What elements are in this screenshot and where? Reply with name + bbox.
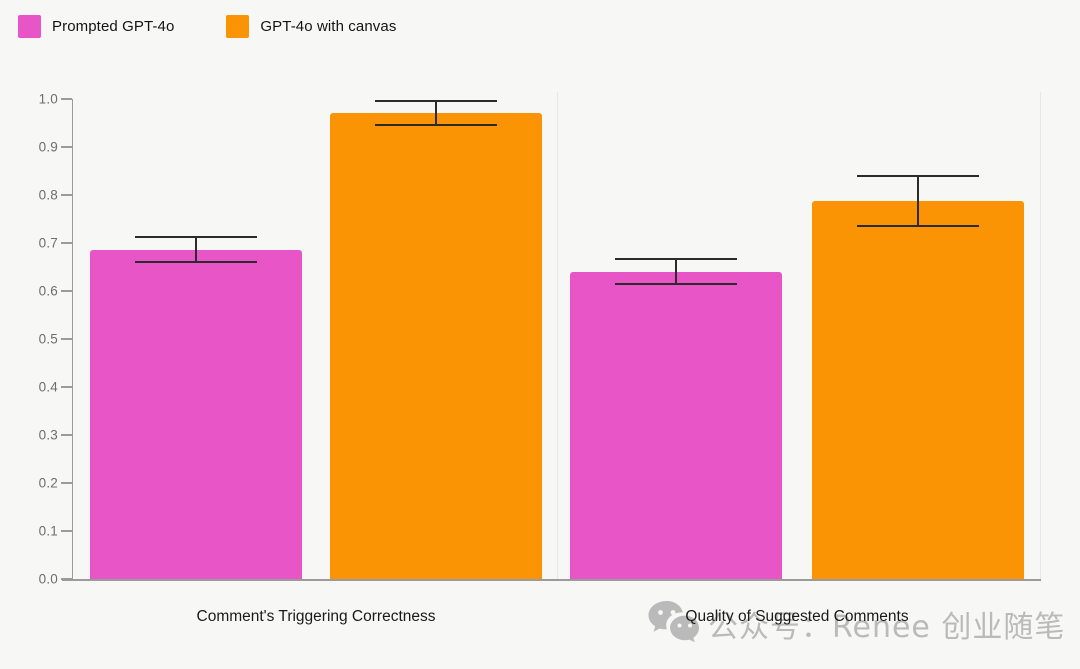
error-bar-cap-top [857, 174, 979, 177]
chart-legend: Prompted GPT-4o GPT-4o with canvas [18, 15, 396, 38]
error-bar-line [675, 258, 677, 284]
y-tick-label: 0.1 [38, 523, 58, 539]
y-tick [60, 386, 72, 388]
x-axis-line [62, 579, 1041, 581]
error-bar-cap-top [615, 257, 737, 260]
y-tick [60, 290, 72, 292]
y-tick-label: 0.7 [38, 235, 58, 251]
error-bar-cap-top [135, 235, 257, 238]
watermark-text: 公众号：Renee 创业随笔 [708, 610, 1066, 645]
y-tick-label: 0.3 [38, 427, 58, 443]
y-tick-label: 0.5 [38, 331, 58, 347]
y-tick [60, 482, 72, 484]
bar-prompted-gpt4o [570, 271, 782, 579]
category-label: Comment's Triggering Correctness [196, 608, 436, 625]
legend-swatch-magenta [18, 15, 41, 38]
y-tick [60, 146, 72, 148]
error-bar-line [435, 101, 437, 126]
y-tick-label: 0.9 [38, 139, 58, 155]
error-bar-line [195, 236, 197, 263]
y-tick [60, 434, 72, 436]
legend-label-gpt4o-with-canvas: GPT-4o with canvas [260, 18, 397, 35]
bar-gpt4o-with-canvas [330, 113, 542, 579]
legend-item-prompted-gpt4o: Prompted GPT-4o [18, 15, 174, 38]
error-bar-cap-bottom [135, 261, 257, 264]
watermark: 公众号：Renee 创业随笔 [646, 598, 1065, 648]
error-bar-cap-bottom [375, 124, 497, 127]
bar-gpt4o-with-canvas [812, 201, 1024, 579]
error-bar-line [917, 175, 919, 227]
y-tick-label: 0.0 [38, 571, 58, 587]
error-bar-cap-top [375, 100, 497, 103]
y-axis-line [71, 99, 73, 579]
legend-item-gpt4o-with-canvas: GPT-4o with canvas [226, 15, 396, 38]
group-separator [1040, 92, 1041, 579]
bar-prompted-gpt4o [90, 250, 302, 579]
y-tick [60, 98, 72, 100]
wechat-icon [648, 601, 699, 643]
y-tick [60, 578, 72, 580]
y-tick [60, 194, 72, 196]
legend-label-prompted-gpt4o: Prompted GPT-4o [52, 18, 175, 35]
y-tick [60, 338, 72, 340]
y-tick [60, 530, 72, 532]
group-separator [557, 92, 558, 579]
error-bar-cap-bottom [615, 282, 737, 285]
y-tick-label: 1.0 [38, 91, 58, 107]
y-tick [60, 242, 72, 244]
legend-swatch-orange [226, 15, 250, 38]
category-label: Quality of Suggested Comments [685, 608, 909, 625]
y-tick-label: 0.6 [38, 283, 58, 299]
y-tick-label: 0.4 [38, 379, 58, 395]
y-tick-label: 0.8 [38, 187, 58, 203]
error-bar-cap-bottom [857, 225, 979, 228]
y-tick-label: 0.2 [38, 475, 58, 491]
